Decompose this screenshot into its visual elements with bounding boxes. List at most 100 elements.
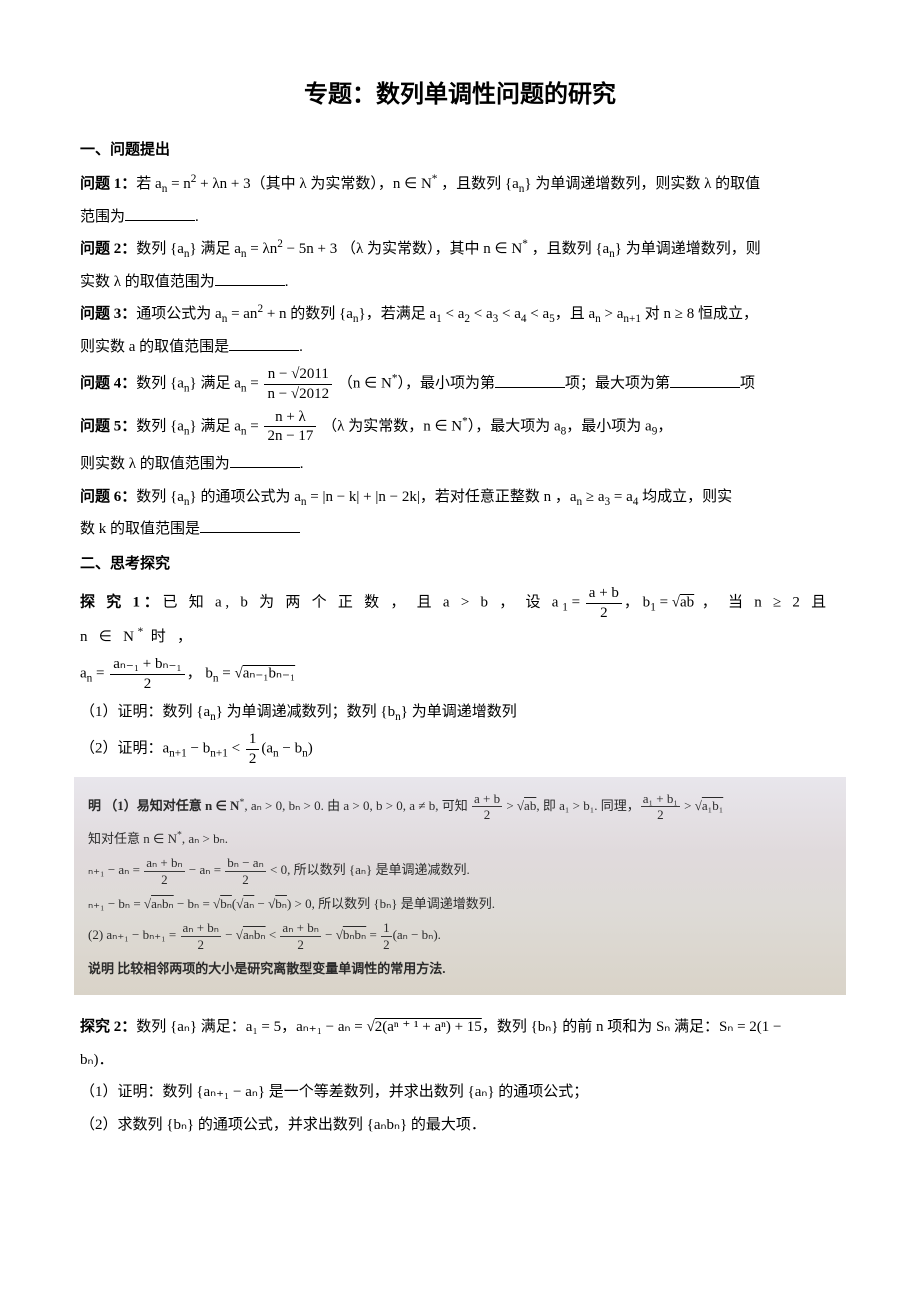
t: , aₙ > 0, bₙ > 0. 由 a > 0, b > 0, a ≠ b,… — [244, 798, 471, 813]
problem-6-label: 问题 6： — [80, 489, 136, 505]
problem-1-label: 问题 1： — [80, 176, 136, 192]
t: (aₙ − bₙ). — [393, 927, 441, 942]
t: . — [285, 274, 289, 290]
t: > √ — [503, 798, 524, 813]
fraction: aₙ₋₁ + bₙ₋₁2 — [110, 655, 184, 694]
num: a + b — [472, 791, 502, 808]
blank — [230, 452, 300, 468]
explore-1-label: 探 究 1： — [80, 595, 163, 611]
radicand: aₙbₙ — [151, 896, 174, 911]
fraction: n + λ2n − 17 — [264, 408, 316, 447]
t: } 满足 a — [190, 241, 241, 257]
fraction: a + b2 — [586, 584, 622, 623]
den: 2 — [181, 937, 221, 953]
img-line-4: ₙ₊₁ − bₙ = √aₙbₙ − bₙ = √bₙ(√aₙ − √bₙ) >… — [88, 892, 832, 917]
t: ），最小项为第 — [397, 376, 495, 392]
num: aₙ₋₁ + bₙ₋₁ — [110, 655, 184, 675]
t: − b — [279, 741, 302, 757]
num: bₙ − aₙ — [225, 855, 265, 872]
t: （λ 为实常数，n ∈ N — [318, 418, 462, 434]
sub: n+1 — [623, 313, 641, 325]
den: 2 — [225, 872, 265, 888]
t: 通项公式为 a — [136, 306, 221, 322]
explore-1: 探 究 1：已 知 a, b 为 两 个 正 数 ， 且 a > b ， 设 a… — [80, 584, 840, 651]
radicand: aₙ — [243, 896, 254, 911]
problem-3: 问题 3：通项公式为 an = an2 + n 的数列 {an}，若满足 a1 … — [80, 300, 840, 329]
page-title: 专题：数列单调性问题的研究 — [80, 72, 840, 118]
t: （1）证明：数列 {aₙ₊₁ − aₙ} 是一个等差数列，并求出数列 {aₙ} … — [80, 1084, 588, 1100]
t: 则实数 a 的取值范围是 — [80, 339, 229, 355]
t: ，且数列 {a — [437, 176, 518, 192]
explore-1-part1: （1）证明：数列 {an} 为单调递减数列；数列 {bn} 为单调递增数列 — [80, 698, 840, 727]
t: = — [92, 666, 108, 682]
fraction: bₙ − aₙ2 — [225, 855, 265, 887]
blank — [215, 270, 285, 286]
img-line-6: 说明 比较相邻两项的大小是研究离散型变量单调性的常用方法. — [88, 957, 832, 982]
t: < — [266, 927, 280, 942]
img-line-1: 明 （1）易知对任意 n ∈ N*, aₙ > 0, bₙ > 0. 由 a >… — [88, 791, 832, 823]
num: a + b — [586, 584, 622, 604]
t: − √ — [222, 927, 243, 942]
fraction: a₁ + b₁2 — [641, 791, 680, 823]
fraction: aₙ + bₙ2 — [181, 920, 221, 952]
t: ， b — [187, 666, 213, 682]
fraction: aₙ + bₙ2 — [144, 855, 184, 887]
problem-4-label: 问题 4： — [80, 376, 136, 392]
t: = a — [610, 489, 633, 505]
scanned-solution-image: 明 （1）易知对任意 n ∈ N*, aₙ > 0, bₙ > 0. 由 a >… — [74, 777, 846, 996]
section-2-heading: 二、思考探究 — [80, 550, 840, 579]
explore-2-part2: （2）求数列 {bₙ} 的通项公式，并求出数列 {aₙbₙ} 的最大项． — [80, 1111, 840, 1140]
fraction: 12 — [246, 730, 260, 769]
t: ≥ a — [582, 489, 604, 505]
t: （2）求数列 {bₙ} 的通项公式，并求出数列 {aₙbₙ} 的最大项． — [80, 1117, 486, 1133]
problem-1: 问题 1：若 an = n2 + λn + 3（其中 λ 为实常数），n ∈ N… — [80, 170, 840, 199]
t: = — [366, 927, 380, 942]
explore-2-line2: bₙ)． — [80, 1046, 840, 1075]
t: 项；最大项为第 — [565, 376, 670, 392]
den: 2 — [110, 675, 184, 694]
t: 已 知 a, b 为 两 个 正 数 ， 且 a > b ， 设 a — [163, 595, 563, 611]
t: = — [568, 595, 584, 611]
t: (a — [261, 741, 273, 757]
t: > a — [601, 306, 624, 322]
den: 2 — [641, 807, 680, 823]
section-1-heading: 一、问题提出 — [80, 136, 840, 165]
t: = |n − k| + |n − 2k|，若对任意正整数 n ，a — [306, 489, 576, 505]
problem-5-label: 问题 5： — [80, 418, 136, 434]
t: 数列 {a — [136, 489, 184, 505]
t: (2) aₙ₊₁ − bₙ₊₁ = — [88, 927, 180, 942]
problem-4: 问题 4：数列 {an} 满足 an = n − √2011n − √2012 … — [80, 365, 840, 404]
t: } 满足 a — [190, 418, 241, 434]
t: } 为单调递增数列 — [401, 704, 517, 720]
t: 数列 {aₙ} 满足：a₁ = 5，aₙ₊₁ − aₙ = √ — [136, 1019, 374, 1035]
num: aₙ + bₙ — [181, 920, 221, 937]
fraction: a + b2 — [472, 791, 502, 823]
radicand: a₁b₁ — [702, 798, 723, 813]
t: ) — [308, 741, 313, 757]
img-line-2: 知对任意 n ∈ N*, aₙ > bₙ. — [88, 827, 832, 852]
t: − b — [187, 741, 210, 757]
radicand: 2(aⁿ ⁺ ¹ + aⁿ) + 15 — [375, 1019, 482, 1035]
t: , aₙ > bₙ. — [182, 831, 228, 846]
num: n − √2011 — [264, 365, 332, 385]
radicand: bₙ — [275, 896, 287, 911]
t: 数列 {a — [136, 241, 184, 257]
problem-6-line2: 数 k 的取值范围是 — [80, 515, 840, 544]
den: 2 — [586, 604, 622, 623]
t: } 为单调递增数列，则 — [615, 241, 761, 257]
fraction: n − √2011n − √2012 — [264, 365, 332, 404]
img-line-5: (2) aₙ₊₁ − bₙ₊₁ = aₙ + bₙ2 − √aₙbₙ < aₙ … — [88, 920, 832, 952]
t: 实数 λ 的取值范围为 — [80, 274, 215, 290]
t: ，数列 {bₙ} 的前 n 项和为 Sₙ 满足：Sₙ = 2(1 − — [482, 1019, 782, 1035]
problem-5: 问题 5：数列 {an} 满足 an = n + λ2n − 17 （λ 为实常… — [80, 408, 840, 447]
t: < a — [470, 306, 493, 322]
t: = — [246, 376, 262, 392]
t: + n 的数列 {a — [263, 306, 353, 322]
blank — [125, 205, 195, 221]
t: } 为单调递减数列；数列 {b — [216, 704, 395, 720]
t: − aₙ = — [186, 863, 225, 878]
t: 数 k 的取值范围是 — [80, 521, 200, 537]
t: 若 a — [136, 176, 161, 192]
t: } 满足 a — [190, 376, 241, 392]
t: ， b — [624, 595, 650, 611]
